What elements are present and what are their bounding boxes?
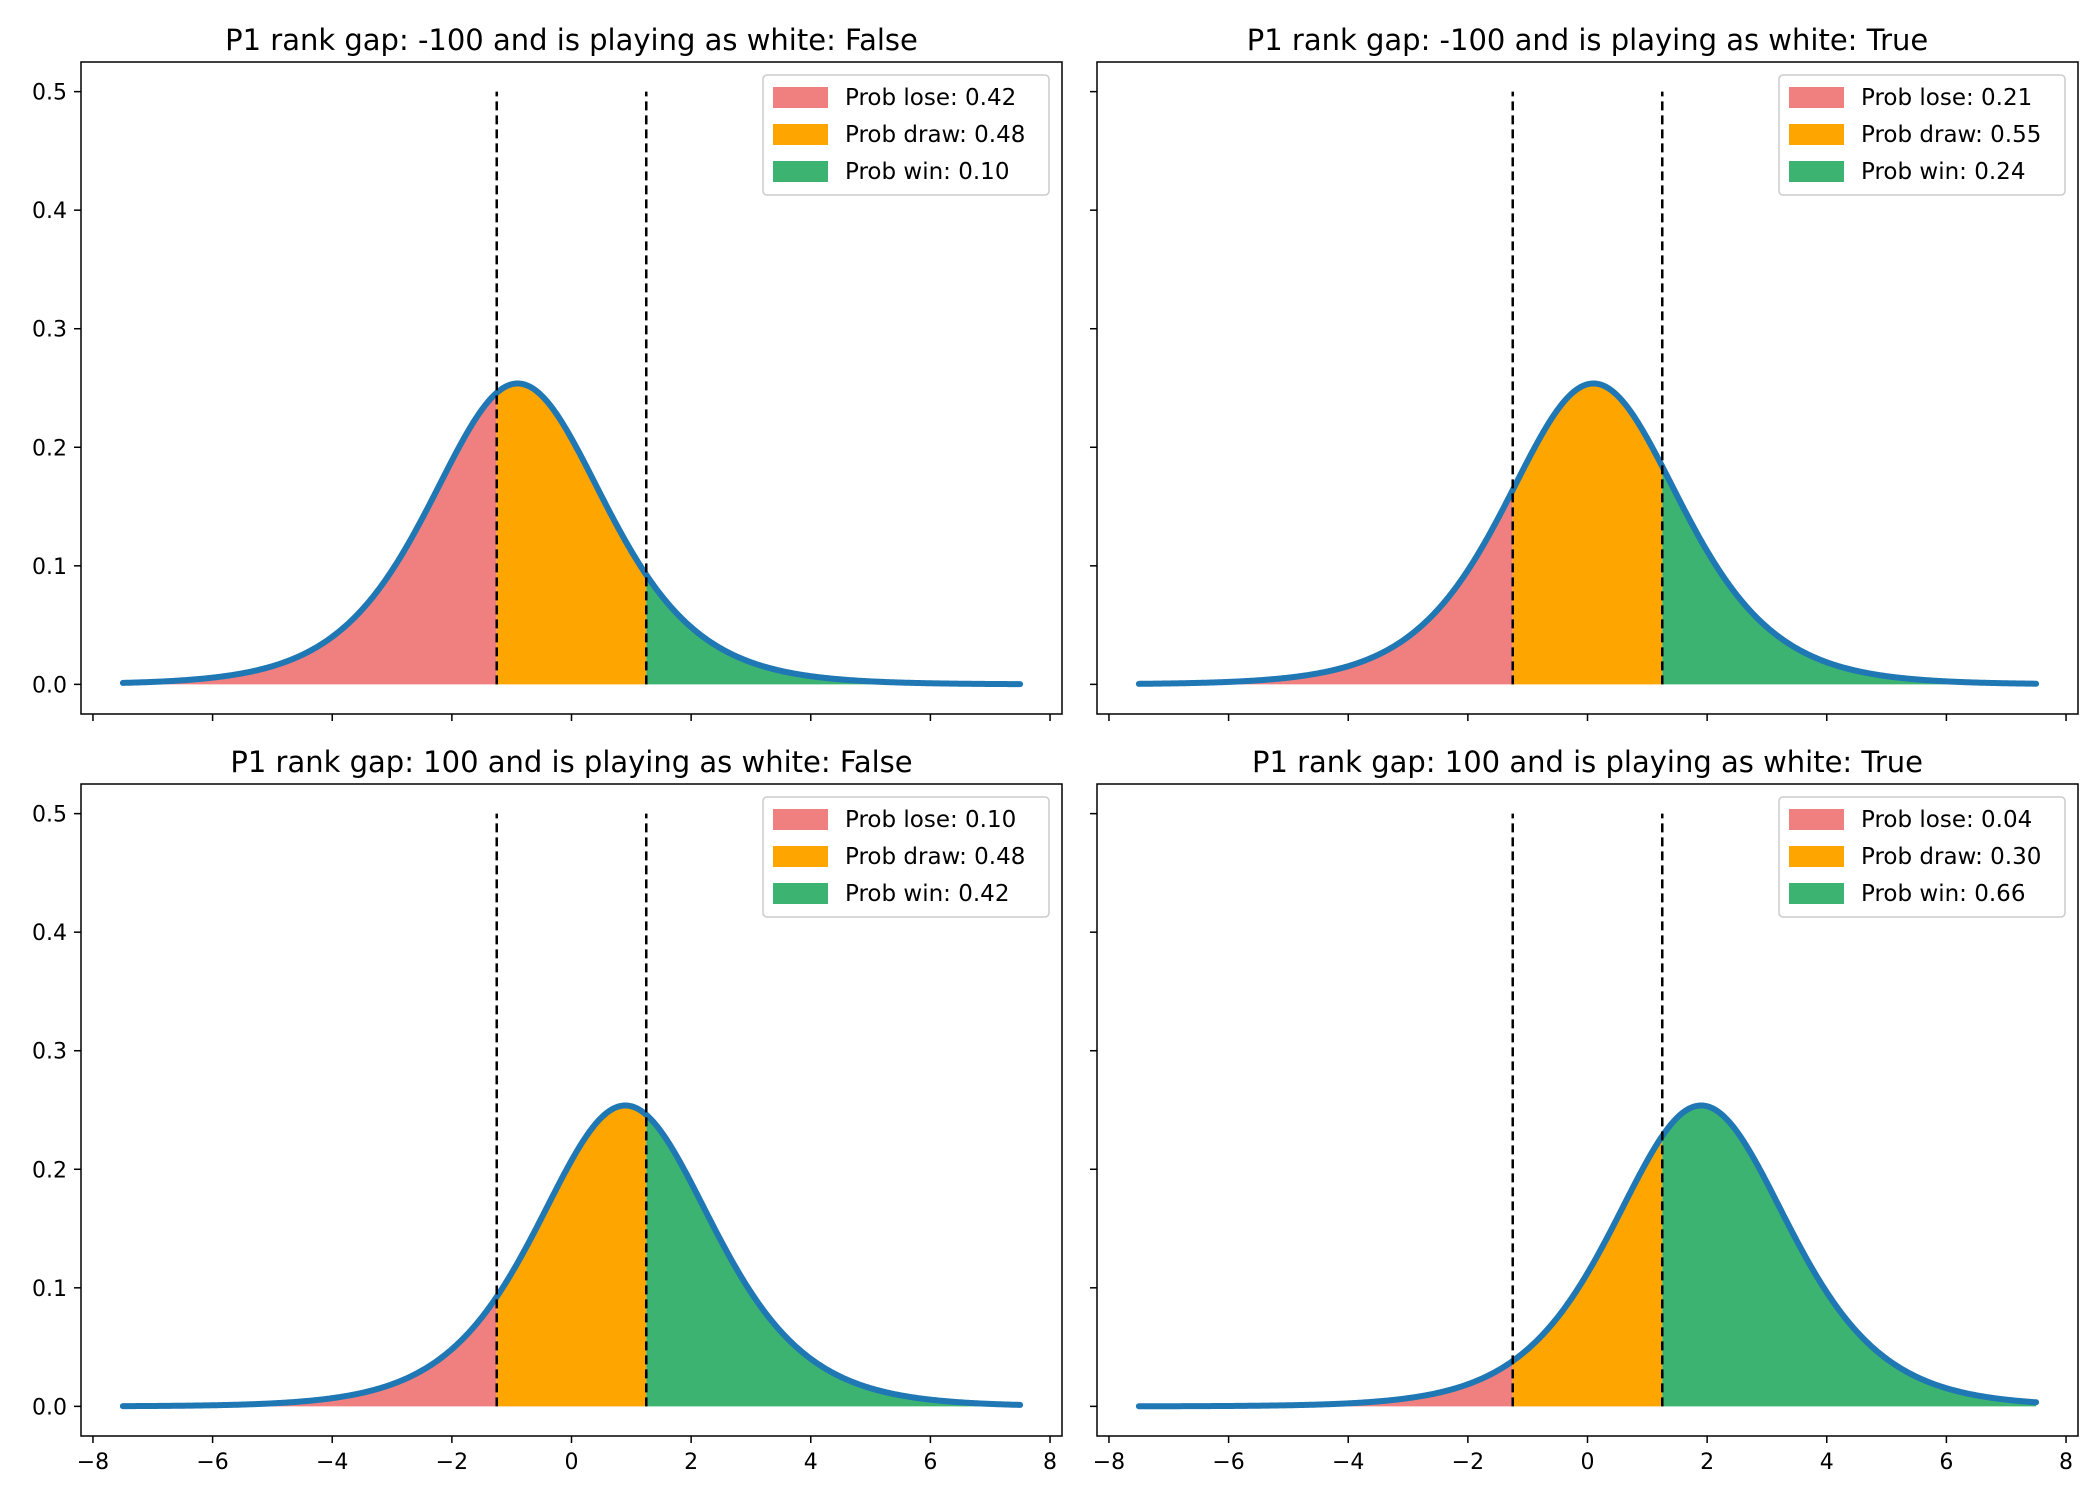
x-tick-label: 8: [1043, 1450, 1057, 1475]
subplot-4: −8 −6 −4 −2 0 2 4 6 8 P1 rank gap: 100 and is pla…: [1090, 745, 2079, 1475]
legend-swatch: [1789, 883, 1844, 904]
x-tick-label: −6: [1212, 1450, 1244, 1475]
y-tick-label: 0.4: [32, 921, 67, 946]
legend-label: Prob lose: 0.42: [845, 85, 1016, 111]
x-tick-label: 0: [1581, 1450, 1595, 1475]
x-tick-label: 0: [565, 1450, 579, 1475]
x-tick-label: 2: [684, 1450, 698, 1475]
y-tick-label: 0.5: [32, 81, 67, 106]
subplot-title: P1 rank gap: 100 and is playing as white…: [1252, 745, 1923, 779]
y-tick-label: 0.3: [32, 1040, 67, 1065]
lose-region: [122, 1296, 497, 1407]
x-tick-label: 6: [923, 1450, 937, 1475]
legend-box: [762, 796, 1050, 918]
legend: Prob lose: 0.21 Prob draw: 0.55 Prob win: …: [1778, 74, 2066, 196]
draw-region: [496, 383, 647, 685]
plot-area: [119, 813, 1024, 1410]
subplot-3: 0.0 0.1 0.2 0.3 0.4 0.5 −8 −6 −4 −2 0 2 4 6 8 P1 rank g…: [32, 745, 1063, 1475]
y-tick-label: 0.2: [32, 436, 67, 461]
x-tick-label: −8: [77, 1450, 109, 1475]
legend-label: Prob lose: 0.10: [845, 807, 1016, 833]
y-tick-label: 0.5: [32, 803, 67, 828]
legend-swatch: [773, 809, 828, 830]
legend-swatch: [1789, 846, 1844, 867]
legend-swatch: [1789, 161, 1844, 182]
lose-region: [122, 392, 497, 685]
subplot-title: P1 rank gap: -100 and is playing as whit…: [225, 23, 918, 57]
legend: Prob lose: 0.10 Prob draw: 0.48 Prob win: …: [762, 796, 1050, 918]
x-tick-label: 2: [1700, 1450, 1714, 1475]
x-tick-label: 4: [804, 1450, 818, 1475]
legend-label: Prob win: 0.42: [845, 881, 1009, 907]
subplot-title: P1 rank gap: -100 and is playing as whit…: [1247, 23, 1929, 57]
legend-label: Prob draw: 0.30: [1861, 844, 2041, 870]
lose-region: [1138, 489, 1513, 685]
plot-area: [1135, 91, 2040, 687]
density-curve: [119, 380, 1024, 688]
legend-swatch: [1789, 124, 1844, 145]
draw-region: [1512, 383, 1663, 685]
x-tick-label: 8: [2059, 1450, 2073, 1475]
density-curve: [119, 1102, 1024, 1410]
legend-swatch: [773, 124, 828, 145]
win-region: [1662, 1105, 2037, 1407]
legend-swatch: [1789, 809, 1844, 830]
x-tick-label: −4: [1332, 1450, 1364, 1475]
legend-swatch: [773, 161, 828, 182]
subplot-1: 0.0 0.1 0.2 0.3 0.4 0.5 P1 rank gap: -100 and …: [32, 23, 1063, 721]
win-region: [646, 574, 1021, 685]
legend-swatch: [1789, 87, 1844, 108]
density-curve: [1135, 1102, 2040, 1410]
legend-label: Prob draw: 0.55: [1861, 122, 2041, 148]
legend-box: [1778, 74, 2066, 196]
legend-label: Prob win: 0.24: [1861, 159, 2025, 185]
draw-region: [496, 1105, 647, 1407]
subplot-2: P1 rank gap: -100 and is playing as whit…: [1090, 23, 2079, 721]
win-region: [1662, 466, 2037, 685]
legend: Prob lose: 0.42 Prob draw: 0.48 Prob win: …: [762, 74, 1050, 196]
x-tick-label: 6: [1939, 1450, 1953, 1475]
y-tick-label: 0.3: [32, 318, 67, 343]
x-tick-label: −8: [1093, 1450, 1125, 1475]
legend-box: [1778, 796, 2066, 918]
x-tick-label: −4: [316, 1450, 348, 1475]
density-curve: [1135, 380, 2040, 687]
legend-label: Prob win: 0.66: [1861, 881, 2025, 907]
x-tick-label: −2: [436, 1450, 468, 1475]
legend-label: Prob win: 0.10: [845, 159, 1009, 185]
lose-region: [1138, 1360, 1513, 1407]
y-tick-label: 0.0: [32, 673, 67, 698]
win-region: [646, 1114, 1021, 1407]
y-tick-label: 0.4: [32, 199, 67, 224]
legend-label: Prob lose: 0.21: [1861, 85, 2032, 111]
y-tick-label: 0.2: [32, 1158, 67, 1183]
legend-label: Prob lose: 0.04: [1861, 807, 2032, 833]
y-tick-label: 0.1: [32, 1277, 67, 1302]
legend-swatch: [773, 883, 828, 904]
legend-label: Prob draw: 0.48: [845, 844, 1025, 870]
legend: Prob lose: 0.04 Prob draw: 0.30 Prob win: …: [1778, 796, 2066, 918]
x-tick-label: −2: [1452, 1450, 1484, 1475]
legend-box: [762, 74, 1050, 196]
y-tick-label: 0.0: [32, 1395, 67, 1420]
x-tick-label: 4: [1820, 1450, 1834, 1475]
plot-area: [119, 91, 1024, 688]
y-tick-label: 0.1: [32, 555, 67, 580]
plot-area: [1135, 813, 2040, 1410]
legend-swatch: [773, 87, 828, 108]
legend-swatch: [773, 846, 828, 867]
legend-label: Prob draw: 0.48: [845, 122, 1025, 148]
subplot-title: P1 rank gap: 100 and is playing as white…: [230, 745, 912, 779]
x-tick-label: −6: [196, 1450, 228, 1475]
